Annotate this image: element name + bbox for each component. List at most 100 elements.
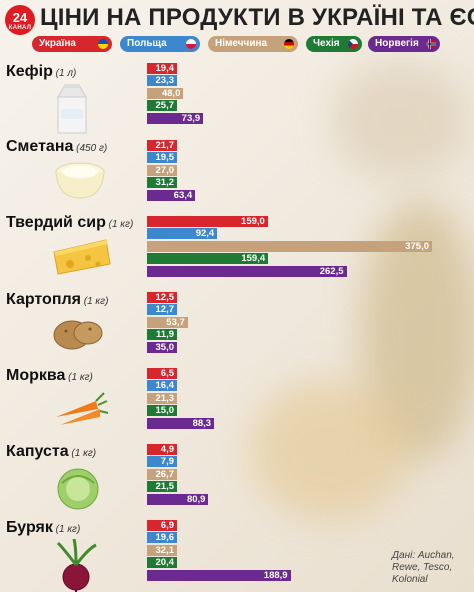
product-unit: (1 кг) — [68, 448, 97, 459]
legend-label: Німеччина — [215, 38, 268, 49]
bar-value-label: 35,0 — [155, 341, 175, 353]
bar-value-label: 21,7 — [155, 140, 175, 151]
bar-Польща: 7,9 — [147, 456, 177, 468]
bar-value-label: 159,0 — [241, 216, 265, 227]
bar-Польща: 19,6 — [147, 532, 177, 544]
bar-Україна: 6,5 — [147, 368, 177, 379]
bar-value-label: 21,5 — [155, 481, 175, 493]
bar-Польща: 23,3 — [147, 75, 177, 87]
bar-value-label: 6,5 — [160, 368, 174, 379]
bar-Чехія: 20,4 — [147, 557, 177, 569]
bar-Україна: 12,5 — [147, 292, 177, 303]
cheese-icon — [50, 234, 114, 283]
bar-Україна: 19,4 — [147, 63, 177, 74]
product-label: Капуста (1 кг) — [6, 443, 96, 461]
background-blur-shape — [330, 60, 470, 180]
product-unit: (1 кг) — [52, 524, 81, 535]
potato-icon — [50, 311, 106, 360]
bar-value-label: 32,1 — [155, 544, 175, 556]
bar-Україна: 6,9 — [147, 520, 177, 531]
legend-item-no: Норвегія — [368, 36, 440, 52]
product-name: Буряк — [6, 519, 53, 536]
bar-value-label: 80,9 — [186, 493, 206, 505]
bar-value-label: 26,7 — [155, 468, 175, 480]
bar-Україна: 159,0 — [147, 216, 268, 227]
data-source-note: Дані: Auchan, Rewe, Tesco, Kolonial — [392, 550, 455, 585]
logo-number: 24 — [12, 10, 28, 25]
bar-value-label: 63,4 — [173, 189, 193, 201]
bar-Норвегія: 188,9 — [147, 569, 291, 581]
bar-Польща: 12,7 — [147, 304, 177, 316]
sour-cream-bowl-icon — [50, 158, 110, 207]
legend-item-ua: Україна — [32, 36, 112, 52]
bar-Польща: 16,4 — [147, 380, 177, 392]
bar-value-label: 31,2 — [155, 177, 175, 189]
bar-Чехія: 159,4 — [147, 253, 269, 265]
bar-value-label: 19,4 — [155, 63, 175, 74]
bar-value-label: 262,5 — [319, 265, 344, 277]
bar-Норвегія: 80,9 — [147, 493, 209, 505]
bar-value-label: 53,7 — [166, 316, 185, 328]
product-label: Сметана (450 г) — [6, 138, 107, 156]
product-unit: (1 кг) — [65, 372, 93, 383]
bar-value-label: 19,6 — [155, 532, 175, 544]
bar-Німеччина: 48,0 — [147, 87, 184, 99]
logo-text: КАНАЛ — [8, 25, 32, 31]
bar-value-label: 15,0 — [155, 405, 175, 417]
legend: Україна Польща Німеччина Чехія Норвегія — [32, 36, 472, 52]
bar-value-label: 21,3 — [155, 392, 175, 404]
bar-Німеччина: 26,7 — [147, 468, 177, 480]
flag-pl-icon — [186, 39, 196, 49]
bar-value-label: 12,7 — [155, 304, 175, 316]
product-name: Морква — [6, 367, 66, 384]
bar-Чехія: 11,9 — [147, 329, 177, 341]
product-name: Твердий сир — [6, 214, 106, 231]
bar-value-label: 159,4 — [241, 253, 266, 265]
bar-value-label: 19,5 — [155, 152, 175, 164]
product-unit: (1 кг) — [105, 219, 134, 230]
legend-label: Україна — [39, 38, 76, 49]
background-pasta-shape — [250, 380, 410, 520]
legend-item-pl: Польща — [120, 36, 200, 52]
bar-value-label: 88,3 — [192, 417, 212, 429]
cabbage-icon — [50, 463, 106, 516]
carrot-icon — [50, 387, 110, 436]
product-unit: (1 кг) — [80, 296, 109, 307]
bar-Німеччина: 32,1 — [147, 544, 177, 556]
legend-item-cz: Чехія — [306, 36, 362, 52]
flag-cz-icon — [348, 39, 358, 49]
bar-value-label: 7,9 — [160, 456, 174, 468]
bar-value-label: 188,9 — [263, 569, 288, 581]
bar-value-label: 23,3 — [155, 75, 175, 87]
bar-Польща: 19,5 — [147, 152, 177, 164]
bar-Німеччина: 21,3 — [147, 392, 177, 404]
bar-value-label: 12,5 — [155, 292, 175, 303]
bar-Норвегія: 262,5 — [147, 265, 347, 277]
beet-icon — [50, 538, 102, 592]
channel-logo: 24 КАНАЛ — [5, 5, 35, 35]
bar-value-label: 11,9 — [156, 329, 174, 341]
bar-Україна: 21,7 — [147, 140, 177, 151]
bar-value-label: 27,0 — [155, 164, 175, 176]
product-name: Картопля — [6, 291, 81, 308]
product-unit: (450 г) — [73, 143, 108, 154]
product-label: Картопля (1 кг) — [6, 291, 108, 309]
bar-value-label: 6,9 — [160, 520, 174, 531]
bar-Німеччина: 53,7 — [147, 316, 188, 328]
legend-item-de: Німеччина — [208, 36, 298, 52]
product-label: Кефір (1 л) — [6, 63, 76, 81]
bar-value-label: 16,4 — [155, 380, 175, 392]
bar-Німеччина: 375,0 — [147, 240, 432, 252]
flag-no-icon — [426, 39, 436, 49]
product-label: Буряк (1 кг) — [6, 519, 80, 537]
product-label: Морква (1 кг) — [6, 367, 93, 385]
flag-ua-icon — [98, 39, 108, 49]
bar-Норвегія: 35,0 — [147, 341, 177, 353]
bar-value-label: 375,0 — [405, 240, 429, 252]
bar-Норвегія: 63,4 — [147, 189, 196, 201]
bar-Норвегія: 73,9 — [147, 112, 204, 124]
bar-value-label: 73,9 — [181, 112, 201, 124]
bar-Чехія: 25,7 — [147, 100, 177, 112]
bar-value-label: 92,4 — [195, 228, 215, 240]
bar-Чехія: 31,2 — [147, 177, 177, 189]
